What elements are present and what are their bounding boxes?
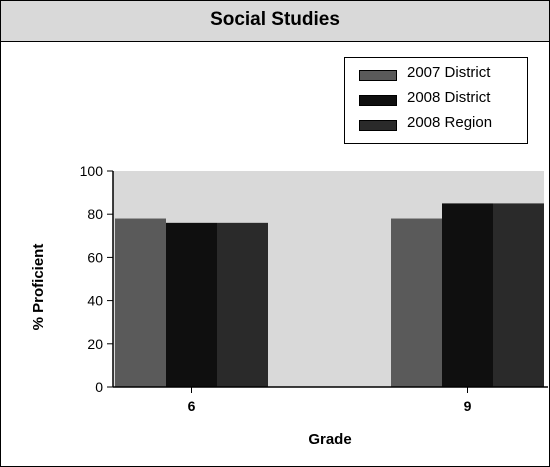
- y-tick-label-80: 80: [87, 206, 103, 222]
- chart-legend: 2007 District 2008 District 2008 Region: [344, 57, 528, 144]
- x-tick-label-9: 9: [464, 398, 472, 414]
- bar-2008-district-grade-6: [166, 222, 217, 387]
- x-tick-label-6: 6: [188, 398, 196, 414]
- y-tick-label-0: 0: [95, 379, 103, 395]
- x-axis-title: Grade: [308, 431, 351, 448]
- legend-label-2007-district: 2007 District: [407, 64, 491, 81]
- legend-swatch-2008-district: [359, 95, 397, 106]
- legend-item-2008-district: 2008 District: [359, 89, 524, 111]
- legend-label-2008-region: 2008 Region: [407, 114, 493, 131]
- legend-item-2007-district: 2007 District: [359, 64, 524, 86]
- y-tick-label-100: 100: [80, 163, 104, 179]
- y-tick-label-40: 40: [87, 293, 103, 309]
- bar-2007-district-grade-6: [115, 218, 166, 387]
- legend-label-2008-district: 2008 District: [407, 89, 491, 106]
- bar-2007-district-grade-9: [391, 218, 442, 387]
- axes-group: 0 20 40 60 80 100 6 9: [80, 163, 548, 414]
- legend-item-2008-region: 2008 Region: [359, 114, 524, 136]
- bar-2008-district-grade-9: [442, 203, 493, 387]
- y-axis-title: % Proficient: [30, 244, 47, 331]
- y-tick-label-60: 60: [87, 249, 103, 265]
- bar-2008-region-grade-9: [493, 203, 544, 387]
- y-tick-label-20: 20: [87, 336, 103, 352]
- chart-title-bar: Social Studies: [1, 1, 549, 42]
- chart-title: Social Studies: [210, 9, 340, 30]
- bars-group: [115, 203, 544, 387]
- legend-swatch-2008-region: [359, 120, 397, 131]
- bar-2008-region-grade-6: [217, 222, 268, 387]
- legend-swatch-2007-district: [359, 70, 397, 81]
